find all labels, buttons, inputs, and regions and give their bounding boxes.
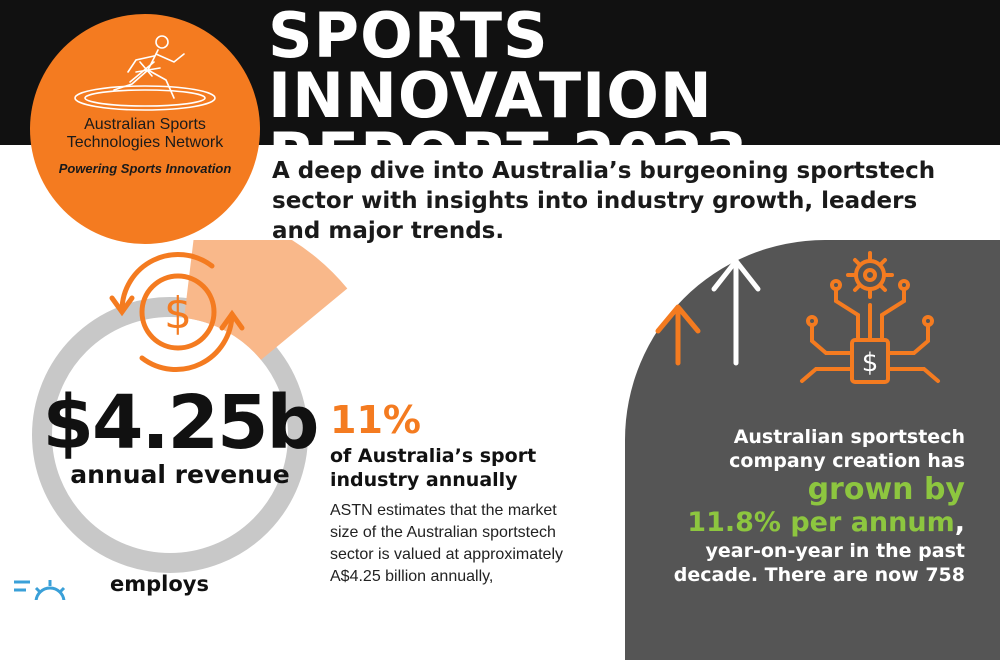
growth-line-2: company creation has [729, 450, 965, 472]
page-title: SPORTS INNOVATION REPORT 2023 [268, 0, 998, 192]
employs-label: employs [110, 572, 209, 596]
growth-panel [625, 240, 1000, 660]
intro-text: A deep dive into Australia’s burgeoning … [272, 156, 992, 246]
share-percent: 11% [330, 398, 421, 442]
growth-icons: $ [655, 251, 940, 384]
logo-name-line-1: Australian Sports [84, 116, 206, 133]
svg-text:$: $ [164, 288, 192, 339]
growth-text: Australian sportstech company creation h… [630, 425, 965, 587]
intro-line-2: sector with insights into industry growt… [272, 188, 918, 214]
revenue-ring-graphic: $ [32, 240, 348, 573]
revenue-ring [32, 297, 308, 573]
share-wedge [184, 240, 348, 360]
growth-comma: , [954, 507, 965, 538]
logo-name-line-2: Technologies Network [66, 134, 224, 151]
svg-text:$: $ [862, 348, 879, 378]
astn-logo: Australian Sports Technologies Network P… [30, 14, 260, 244]
growth-line-3: year-on-year in the past [705, 540, 965, 562]
title-line-1: SPORTS INNOVATION [268, 0, 713, 132]
circuit-dollar-icon: $ [800, 251, 940, 384]
growth-highlight-2: 11.8% per annum, [630, 507, 965, 539]
revenue-label: annual revenue [70, 460, 290, 489]
growth-line-1: Australian sportstech [733, 426, 965, 448]
title-line-2: REPORT 2023 [268, 119, 749, 192]
revenue-value: $4.25b [42, 380, 319, 466]
body-line-1: ASTN estimates that the market [330, 502, 557, 519]
share-label-line-2: industry annually [330, 469, 518, 491]
logo-name: Australian Sports Technologies Network [30, 116, 260, 152]
gear-icon [14, 580, 66, 600]
body-line-4: A$4.25 billion annually, [330, 568, 494, 585]
growth-rate: 11.8% per annum [687, 507, 955, 538]
share-label: of Australia’s sport industry annually [330, 444, 590, 492]
body-line-2: size of the Australian sportstech [330, 524, 556, 541]
growth-line-4: decade. There are now 758 [673, 564, 965, 586]
body-line-3: sector is valued at approximately [330, 546, 563, 563]
share-label-line-1: of Australia’s sport [330, 445, 537, 467]
intro-line-3: and major trends. [272, 218, 505, 244]
growth-highlight-1: grown by [807, 472, 965, 507]
runner-icon [74, 35, 216, 111]
dollar-cycle-icon: $ [109, 252, 245, 372]
up-arrows-icon [655, 258, 761, 366]
intro-line-1: A deep dive into Australia’s burgeoning … [272, 158, 936, 184]
logo-tagline: Powering Sports Innovation [58, 161, 232, 176]
share-body-text: ASTN estimates that the market size of t… [330, 500, 620, 588]
